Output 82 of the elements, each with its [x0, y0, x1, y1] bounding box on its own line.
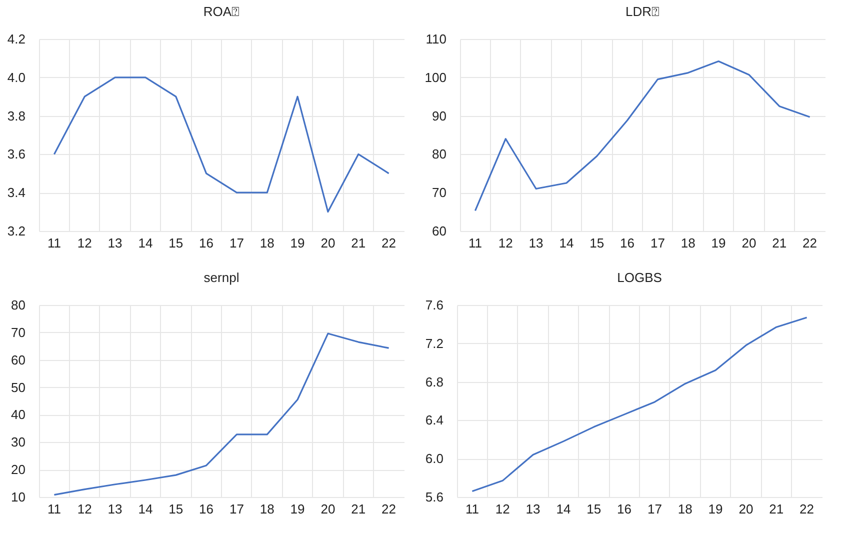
x-tick-label: 18	[678, 502, 692, 516]
y-tick-label: 40	[11, 407, 26, 422]
x-tick-label: 16	[620, 236, 635, 250]
y-tick-label: 50	[11, 380, 26, 395]
x-tick-label: 15	[586, 502, 602, 516]
x-tick-label: 20	[320, 236, 336, 250]
y-tick-label: 60	[11, 352, 26, 368]
x-tick-label: 13	[528, 236, 544, 250]
x-tick-label: 14	[556, 502, 571, 516]
y-tick-label: 6.0	[425, 451, 444, 466]
x-tick-label: 13	[108, 236, 122, 250]
x-tick-label: 22	[382, 236, 396, 250]
y-tick-label: 7.2	[425, 336, 444, 351]
x-tick-label: 15	[590, 236, 604, 250]
line-series	[53, 76, 390, 213]
x-tick-label: 14	[559, 236, 574, 250]
y-tick-label: 70	[432, 185, 446, 200]
y-tick-label: 20	[11, 462, 26, 478]
x-tick-label: 14	[138, 236, 153, 250]
line-series	[474, 60, 811, 212]
x-tick-label: 11	[465, 502, 479, 516]
x-tick-label: 22	[802, 236, 818, 250]
x-tick-label: 19	[711, 236, 726, 250]
x-tick-label: 12	[77, 502, 92, 516]
x-tick-label: 19	[708, 502, 723, 516]
y-tick-label: 80	[11, 298, 26, 312]
x-tick-label: 12	[498, 236, 513, 250]
y-tick-label: 6.8	[425, 374, 444, 390]
x-tick-label: 11	[47, 502, 61, 516]
x-tick-label: 18	[260, 236, 274, 250]
y-tick-label: 90	[432, 108, 446, 124]
line-series	[53, 332, 390, 496]
x-tick-label: 17	[650, 236, 665, 250]
x-tick-label: 20	[320, 502, 336, 516]
y-tick-label: 30	[11, 434, 26, 450]
x-tick-label: 14	[138, 502, 153, 516]
y-tick-label: 3.8	[7, 108, 26, 124]
y-tick-label: 3.4	[7, 185, 26, 200]
x-tick-label: 12	[495, 502, 510, 516]
x-tick-label: 12	[77, 236, 92, 250]
x-tick-label: 15	[168, 236, 184, 250]
y-tick-label: 5.6	[425, 490, 444, 504]
x-tick-label: 17	[647, 502, 662, 516]
x-tick-label: 16	[199, 236, 214, 250]
x-tick-label: 21	[769, 502, 784, 516]
x-tick-label: 11	[47, 236, 61, 250]
y-tick-label: 10	[11, 490, 26, 504]
y-tick-label: 4.2	[7, 32, 26, 46]
x-tick-label: 11	[468, 236, 482, 250]
x-tick-label: 15	[168, 502, 184, 516]
line-series	[471, 316, 808, 492]
chart-title: sernpl	[204, 270, 240, 285]
x-tick-label: 17	[229, 502, 244, 516]
y-tick-label: 7.6	[425, 298, 444, 312]
x-tick-label: 21	[772, 236, 787, 250]
y-tick-label: 110	[426, 32, 446, 46]
x-tick-label: 18	[260, 502, 274, 516]
y-tick-label: 80	[432, 146, 446, 162]
x-tick-label: 19	[290, 236, 305, 250]
x-tick-label: 22	[800, 502, 814, 516]
x-tick-label: 20	[738, 502, 754, 516]
y-tick-label: 60	[432, 224, 446, 238]
chart-title: LDR⍰	[625, 4, 660, 19]
y-tick-label: 4.0	[7, 70, 26, 85]
y-tick-label: 100	[424, 70, 446, 85]
x-tick-label: 21	[351, 236, 366, 250]
x-tick-label: 16	[617, 502, 632, 516]
chart-title: ROA⍰	[203, 4, 240, 19]
x-tick-label: 13	[108, 502, 122, 516]
chart-title: LOGBS	[617, 270, 662, 285]
y-tick-label: 6.4	[425, 412, 444, 428]
x-tick-label: 22	[382, 502, 396, 516]
x-tick-label: 17	[229, 236, 244, 250]
x-tick-label: 16	[199, 502, 214, 516]
y-tick-label: 3.2	[7, 224, 26, 238]
x-tick-label: 21	[351, 502, 366, 516]
x-tick-label: 19	[290, 502, 305, 516]
x-tick-label: 20	[742, 236, 756, 250]
x-tick-label: 13	[526, 502, 540, 516]
y-tick-label: 70	[11, 324, 26, 340]
y-tick-label: 3.6	[7, 146, 26, 162]
x-tick-label: 18	[680, 236, 696, 250]
